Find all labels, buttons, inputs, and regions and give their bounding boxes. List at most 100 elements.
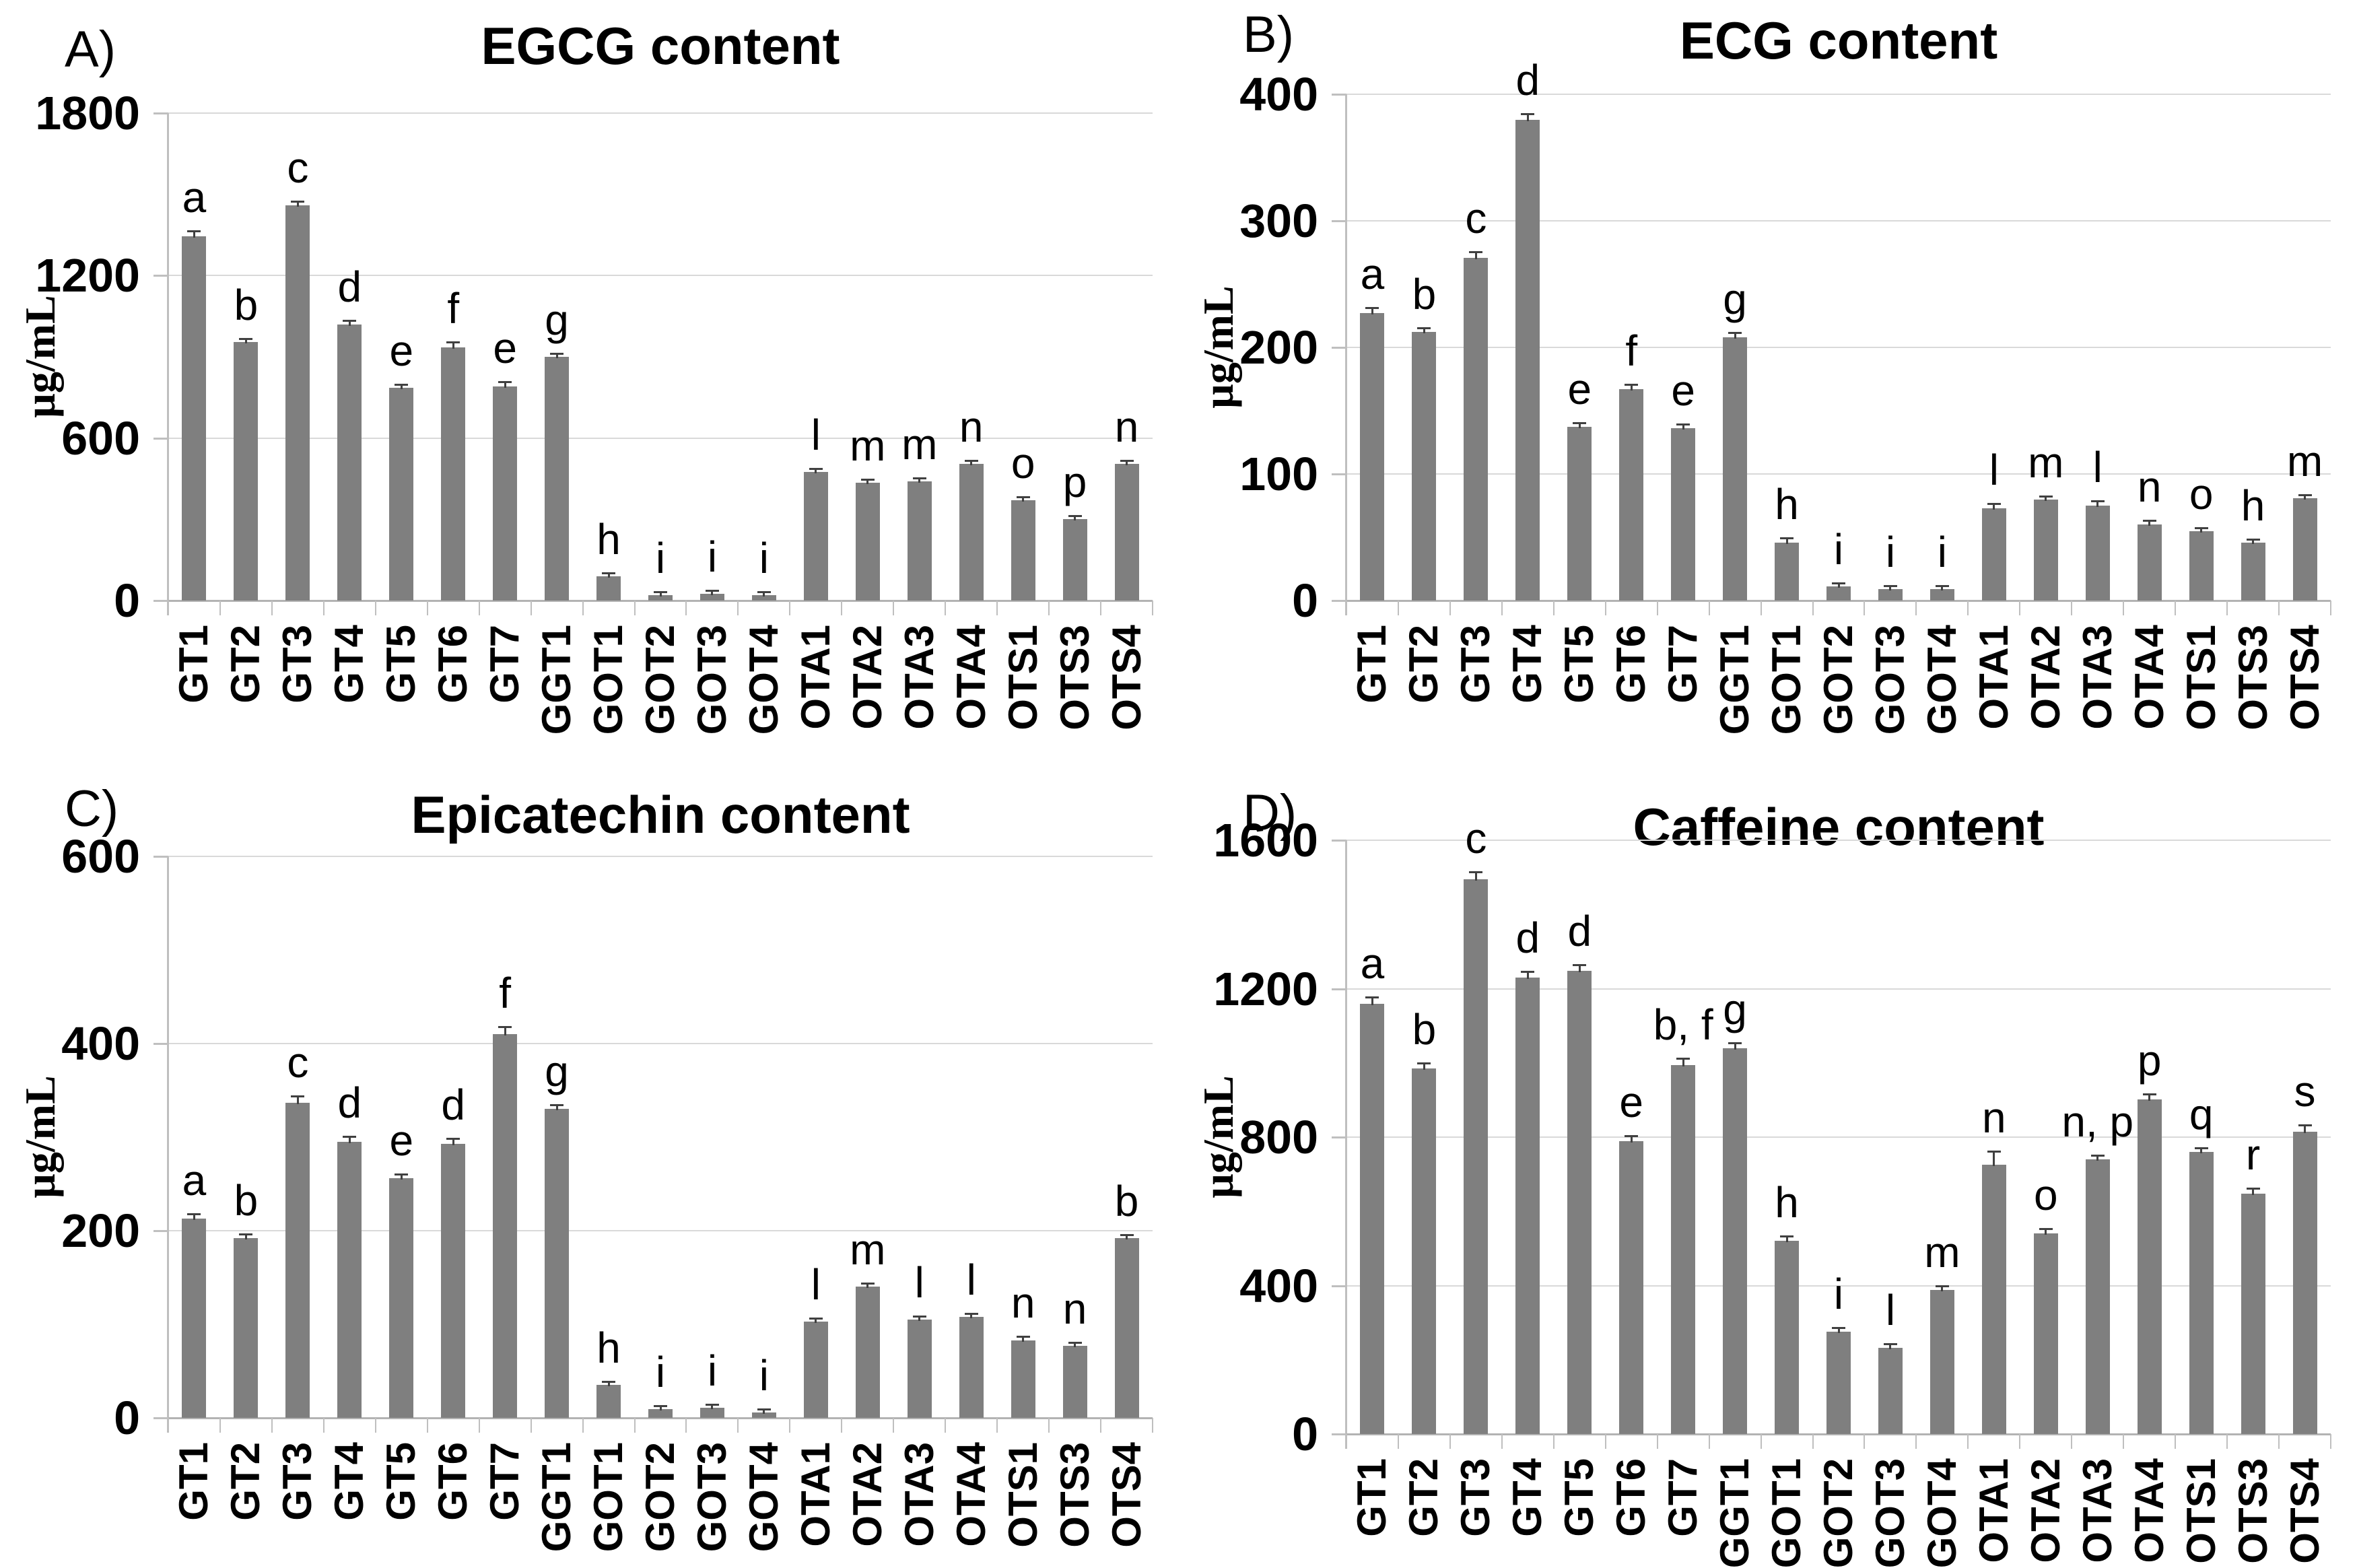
bar-GGT1 (1723, 1048, 1748, 1434)
significance-letter: n, p (2061, 1097, 2134, 1146)
y-tick-label: 0 (1292, 1408, 1318, 1460)
significance-letter: b (1114, 1176, 1139, 1225)
bar-GT7 (493, 1034, 518, 1418)
error-bar-cap (2142, 1093, 2156, 1096)
error-bar-cap (654, 1405, 667, 1408)
error-bar-stem (400, 1174, 403, 1180)
x-category-label: GT4 (327, 1442, 372, 1521)
error-bar-cap (239, 1233, 253, 1235)
x-axis-tick (1708, 601, 1710, 615)
plot-area: 0 400 800 1200 1600 a GT1 b GT2 c GT3 d GT4 d GT5 e GT6 b… (1178, 780, 2356, 1568)
x-axis-tick (374, 1418, 376, 1433)
y-axis-line (1345, 840, 1347, 1449)
y-axis-tick (153, 600, 168, 602)
significance-letter: l (1885, 1285, 1896, 1334)
error-bar-cap (2090, 1154, 2105, 1157)
x-category-label: GOT4 (1919, 1458, 1965, 1568)
error-bar-cap (1469, 871, 1483, 873)
y-tick-label: 800 (1239, 1111, 1318, 1163)
error-bar-cap (343, 319, 357, 322)
x-category-label: GOT1 (586, 625, 631, 735)
x-category-label: GT7 (482, 625, 528, 704)
error-bar-stem (1734, 1044, 1736, 1050)
x-category-label: OTA4 (2126, 625, 2172, 730)
error-bar-cap (1883, 585, 1897, 588)
error-bar-cap (1883, 1342, 1897, 1345)
x-category-label: OTA1 (1971, 1458, 2016, 1563)
significance-letter: d (1515, 56, 1540, 105)
y-axis-tick (153, 112, 168, 114)
x-axis-tick (582, 601, 584, 615)
error-bar-cap (1365, 306, 1379, 309)
error-bar-cap (550, 1103, 564, 1106)
significance-letter: i (1937, 528, 1947, 577)
error-bar-stem (555, 353, 558, 358)
x-category-label: OTS3 (2230, 1458, 2276, 1564)
bar-OTS1 (2189, 1152, 2214, 1434)
bar-GOT4 (1929, 589, 1954, 601)
x-axis-tick (1864, 601, 1866, 615)
x-axis-tick (945, 1418, 947, 1433)
x-category-label: GT6 (1608, 1458, 1654, 1537)
bar-GOT2 (648, 594, 673, 601)
significance-letter: n (1114, 402, 1139, 451)
error-bar-stem (1734, 333, 1736, 339)
bar-GGT1 (545, 1109, 570, 1418)
error-bar-stem (763, 1409, 765, 1414)
error-bar-stem (815, 469, 817, 473)
y-tick-label: 200 (61, 1204, 140, 1257)
x-axis-tick (2330, 601, 2331, 615)
error-bar-stem (1423, 1064, 1425, 1070)
significance-letter: s (2294, 1067, 2316, 1116)
y-tick-label: 400 (1239, 68, 1318, 121)
bar-OTA1 (803, 471, 828, 601)
bar-GT4 (337, 1141, 362, 1418)
bar-GT1 (1360, 313, 1385, 601)
error-bar-cap (239, 337, 253, 340)
bar-OTA3 (2085, 1159, 2110, 1434)
x-axis-tick (2226, 1434, 2228, 1449)
x-axis-tick (841, 601, 843, 615)
x-axis-tick (2019, 1434, 2021, 1449)
significance-letter: e (493, 324, 517, 373)
panel-label: C) (65, 780, 119, 838)
error-bar-stem (2148, 1095, 2151, 1101)
y-axis-tick (1332, 840, 1346, 842)
bar-OTS4 (2292, 498, 2317, 601)
x-category-label: OTA2 (844, 1442, 890, 1547)
bar-GT6 (441, 347, 466, 601)
error-bar-stem (1941, 1286, 1944, 1292)
x-category-label: GOT3 (1867, 1458, 1913, 1568)
significance-letter: b, f (1653, 1000, 1713, 1050)
y-axis-tick (153, 1417, 168, 1419)
y-axis-tick (1332, 347, 1346, 349)
x-axis-tick (634, 601, 636, 615)
x-axis-tick (1449, 601, 1451, 615)
significance-letter: a (1360, 939, 1385, 988)
panel-caffeine: D) Caffeine content µg/mL 0 400 800 1200 160… (1178, 780, 2356, 1568)
bar-GT4 (1515, 977, 1540, 1434)
significance-letter: m (850, 421, 886, 471)
error-bar-cap (2194, 1147, 2208, 1149)
error-bar-cap (1987, 503, 2001, 506)
bar-OTS4 (1114, 463, 1139, 601)
error-bar-cap (498, 1026, 512, 1029)
bar-OTA1 (1981, 508, 2006, 601)
x-category-label: GT1 (1349, 1458, 1395, 1537)
error-bar-stem (2096, 1155, 2099, 1161)
y-axis-tick (1332, 94, 1346, 96)
bar-OTA2 (855, 1287, 880, 1418)
error-bar-stem (1074, 516, 1077, 521)
y-axis-tick (1332, 1285, 1346, 1287)
significance-letter: i (707, 1346, 718, 1395)
significance-letter: c (287, 1038, 309, 1087)
x-category-label: OTS3 (1052, 625, 1097, 730)
error-bar-stem (918, 479, 921, 483)
significance-letter: l (811, 410, 821, 459)
x-category-label: GT5 (378, 1442, 424, 1521)
x-category-label: GT3 (275, 1442, 320, 1521)
error-bar-cap (1728, 1042, 1742, 1045)
error-bar-stem (348, 320, 351, 326)
significance-letter: m (901, 420, 938, 469)
significance-letter: p (1062, 458, 1087, 507)
